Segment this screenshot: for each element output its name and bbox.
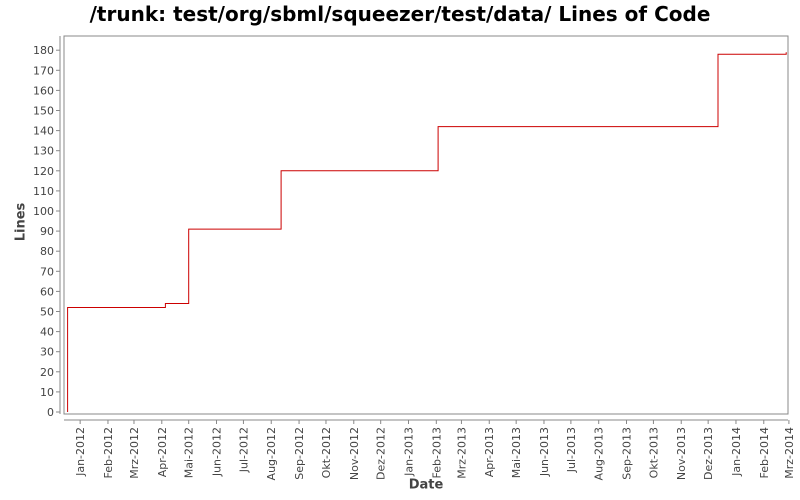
x-tick-label: Jul-2013 [565, 427, 578, 473]
x-tick-label: Sep-2012 [293, 427, 306, 480]
x-tick-label: Feb-2014 [758, 427, 771, 478]
x-tick-label: Okt-2012 [320, 427, 333, 478]
x-tick-label: Feb-2013 [430, 427, 443, 478]
y-axis: 0 10 20 30 40 50 60 70 80 90 100 110 120 130 140 150 160… [33, 36, 61, 419]
y-tick-label: 160 [33, 84, 54, 97]
y-tick-label: 90 [40, 225, 54, 238]
y-tick-label: 80 [40, 245, 54, 258]
x-tick-label: Nov-2012 [348, 427, 361, 480]
x-tick-label: Jul-2012 [237, 427, 250, 473]
y-tick-label: 100 [33, 205, 54, 218]
chart-title: /trunk: test/org/sbml/squeezer/test/data… [89, 2, 711, 26]
y-tick-label: 150 [33, 105, 54, 118]
y-tick-label: 110 [33, 185, 54, 198]
y-tick-label: 10 [40, 386, 54, 399]
x-tick-label: Apr-2012 [156, 427, 169, 477]
y-tick-label: 180 [33, 44, 54, 57]
x-tick-label: Jan-2014 [730, 427, 743, 477]
y-tick-label: 70 [40, 265, 54, 278]
x-tick-label: Mai-2012 [183, 427, 196, 478]
plot-area [63, 35, 789, 415]
y-tick-label: 0 [47, 406, 54, 419]
series-line-0 [67, 52, 787, 412]
y-tick-label: 50 [40, 306, 54, 319]
y-tick-label: 120 [33, 165, 54, 178]
x-tick-label: Mrz-2012 [128, 427, 141, 479]
x-axis: Jan-2012 Feb-2012 Mrz-2012 Apr-2012 Mai-2012… [64, 419, 796, 480]
series-layer [67, 52, 787, 412]
x-axis-label: Date [408, 477, 444, 493]
y-tick-label: 40 [40, 326, 54, 339]
x-tick-label: Jan-2012 [74, 427, 87, 477]
x-tick-label: Jun-2012 [211, 427, 224, 477]
x-tick-label: Jan-2013 [403, 427, 416, 477]
y-tick-label: 20 [40, 366, 54, 379]
x-tick-label: Dez-2012 [375, 427, 388, 480]
x-tick-label: Aug-2013 [593, 427, 606, 480]
x-tick-label: Mai-2013 [510, 427, 523, 478]
x-tick-label: Dez-2013 [702, 427, 715, 480]
y-tick-label: 130 [33, 145, 54, 158]
y-tick-label: 140 [33, 125, 54, 138]
x-tick-label: Aug-2012 [265, 427, 278, 480]
x-tick-label: Jun-2013 [538, 427, 551, 477]
x-tick-label: Nov-2013 [675, 427, 688, 480]
x-tick-label: Apr-2013 [483, 427, 496, 477]
x-tick-label: Feb-2012 [102, 427, 115, 478]
x-tick-label: Mrz-2013 [455, 427, 468, 479]
x-tick-label: Mrz-2014 [783, 427, 796, 479]
y-tick-label: 170 [33, 64, 54, 77]
x-tick-label: Okt-2013 [647, 427, 660, 478]
x-tick-label: Sep-2013 [621, 427, 634, 480]
y-tick-label: 60 [40, 285, 54, 298]
y-tick-label: 30 [40, 346, 54, 359]
